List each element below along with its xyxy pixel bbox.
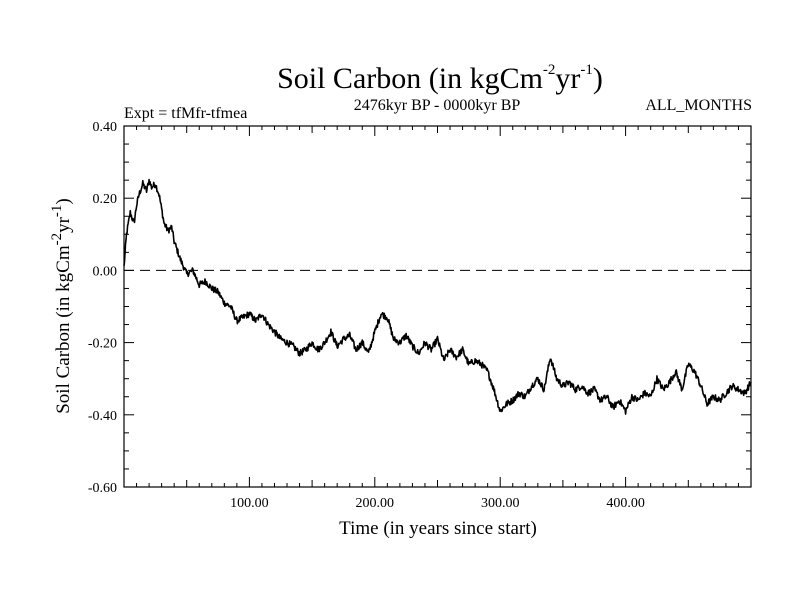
x-tick-label: 300.00	[481, 496, 520, 511]
y-tick-label: 0.00	[93, 264, 118, 279]
y-tick-label: -0.60	[88, 481, 117, 496]
subtitle-months: ALL_MONTHS	[645, 97, 752, 114]
subtitle-period: 2476kyr BP - 0000kyr BP	[354, 97, 521, 114]
y-tick-label: 0.40	[93, 120, 118, 135]
y-axis-label: Soil Carbon (in kgCm-2yr-1)	[49, 198, 74, 414]
y-tick-label: -0.40	[88, 409, 117, 424]
y-tick-label: 0.20	[93, 192, 118, 207]
x-tick-label: 100.00	[230, 496, 269, 511]
x-tick-label: 400.00	[606, 496, 645, 511]
chart-title: Soil Carbon (in kgCm-2yr-1)	[277, 62, 603, 95]
y-tick-label: -0.20	[88, 337, 117, 352]
subtitle-experiment: Expt = tfMfr-tfmea	[124, 105, 247, 122]
series-line	[123, 178, 752, 415]
plot-frame	[123, 125, 752, 488]
x-tick-label: 200.00	[356, 496, 395, 511]
x-axis-label: Time (in years since start)	[339, 518, 537, 539]
